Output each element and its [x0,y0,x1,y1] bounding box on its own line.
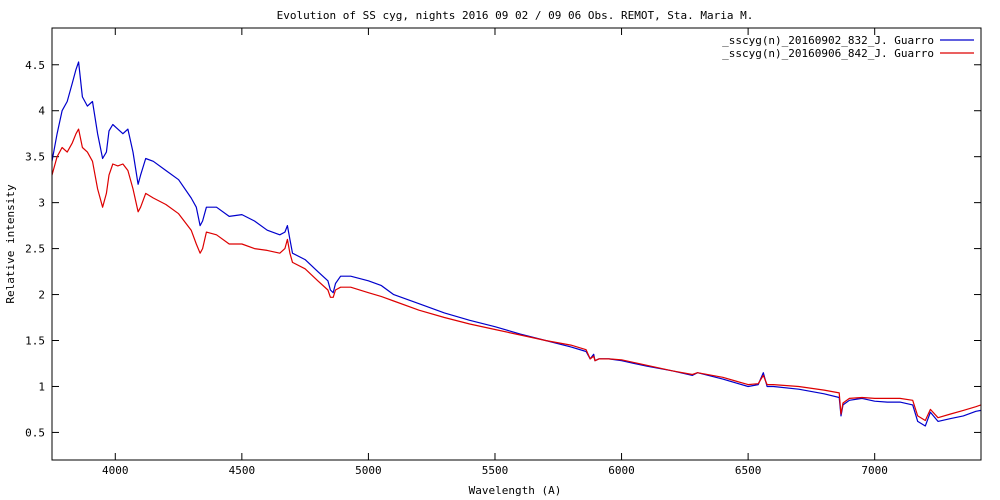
chart-title: Evolution of SS cyg, nights 2016 09 02 /… [277,9,754,22]
y-tick-label: 4 [38,105,45,118]
y-tick-label: 0.5 [25,426,45,439]
series-lines [52,61,981,427]
x-tick-label: 6000 [608,464,635,477]
legend: _sscyg(n)_20160902_832_J. Guarro_sscyg(n… [722,34,974,60]
legend-label-1: _sscyg(n)_20160902_832_J. Guarro [722,34,934,47]
y-tick-label: 1 [38,380,45,393]
plot-frame [51,27,982,461]
y-tick-label: 2 [38,289,45,302]
legend-label-2: _sscyg(n)_20160906_842_J. Guarro [722,47,934,60]
y-tick-label: 3.5 [25,151,45,164]
x-tick-label: 4500 [229,464,256,477]
x-tick-label: 5000 [355,464,382,477]
y-tick-label: 2.5 [25,243,45,256]
y-tick-label: 1.5 [25,335,45,348]
x-tick-label: 7000 [861,464,888,477]
x-tick-label: 6500 [735,464,762,477]
x-tick-label: 5500 [482,464,509,477]
axis-ticks: 4000 4500 5000 5500 6000 6500 7000 0.5 1 1.5 2 2.5 3… [25,28,981,477]
y-tick-label: 4.5 [25,59,45,72]
y-tick-label: 3 [38,197,45,210]
x-tick-label: 4000 [102,464,129,477]
series-line-2 [52,128,981,422]
y-axis-label: Relative intensity [4,184,17,304]
x-axis-label: Wavelength (A) [469,484,562,497]
